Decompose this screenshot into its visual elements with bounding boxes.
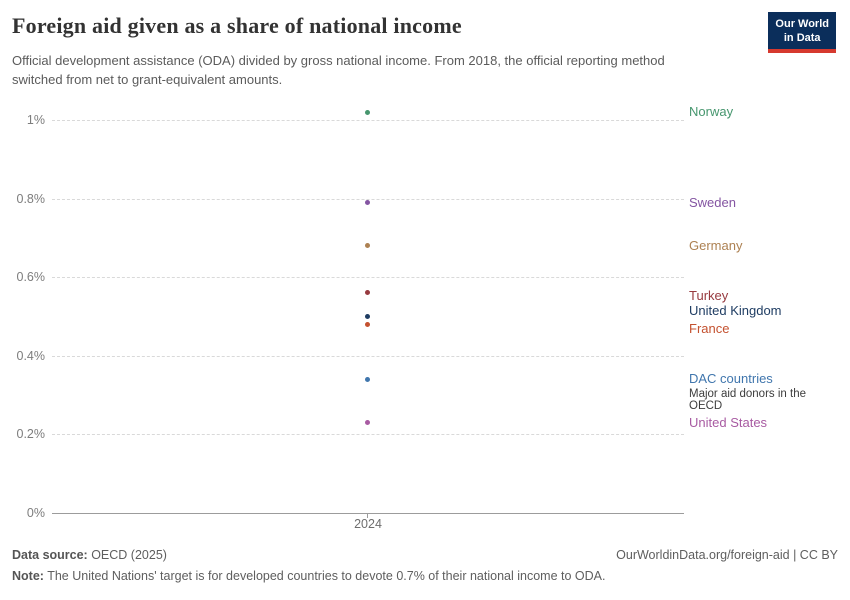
x-axis-tick-label: 2024: [354, 517, 382, 531]
gridline-0-: [52, 513, 684, 514]
y-axis-tick-label: 0.4%: [16, 348, 46, 363]
x-axis-tick: [367, 513, 368, 518]
data-point-germany[interactable]: [365, 243, 370, 249]
entity-name: Norway: [689, 104, 734, 120]
owid-logo-line1: Our World: [775, 18, 829, 30]
y-axis-tick-label: 0.2%: [16, 427, 46, 442]
note-label: Note:: [12, 569, 44, 583]
entity-name: France: [689, 321, 730, 337]
gridline-0-4-: [52, 355, 684, 357]
entity-label-united-states[interactable]: United States: [689, 415, 767, 431]
data-point-france[interactable]: [365, 321, 370, 327]
gridline-0-2-: [52, 434, 684, 436]
owid-logo-line2: in Data: [783, 32, 821, 45]
page-title: Foreign aid given as a share of national…: [12, 13, 462, 38]
entity-label-sweden[interactable]: Sweden: [689, 195, 736, 211]
data-point-turkey[interactable]: [365, 290, 370, 296]
entity-label-germany[interactable]: Germany: [689, 238, 742, 254]
entity-sublabel: Major aid donors in the OECD: [689, 388, 806, 413]
entity-name: United States: [689, 414, 768, 430]
y-axis-tick-label: 0.8%: [16, 191, 46, 206]
data-point-sweden[interactable]: [365, 200, 370, 206]
entity-label-united-kingdom[interactable]: United Kingdom: [689, 303, 782, 319]
y-axis-tick-label: 0.6%: [16, 270, 46, 285]
entity-name: Sweden: [689, 194, 736, 210]
entity-label-france[interactable]: France: [689, 321, 729, 337]
chart-subtitle: Official development assistance (ODA) di…: [12, 53, 665, 87]
footer: Data source: OECD (2025) OurWorldinData.…: [12, 548, 838, 562]
data-source-value: OECD (2025): [87, 548, 167, 562]
data-source: Data source: OECD (2025): [12, 548, 167, 562]
data-point-dac-countries[interactable]: [365, 376, 370, 382]
data-point-united-kingdom[interactable]: [365, 314, 370, 319]
entity-label-turkey[interactable]: Turkey: [689, 288, 728, 304]
owid-logo[interactable]: Our World in Data: [768, 12, 836, 53]
entity-label-dac-countries[interactable]: DAC countries Major aid donors in the OEC…: [689, 371, 817, 412]
entity-name: Turkey: [689, 287, 729, 303]
y-axis-tick-label: 0%: [26, 506, 45, 520]
note-value: The United Nations' target is for develo…: [43, 569, 606, 583]
entity-name: United Kingdom: [689, 302, 782, 318]
y-axis-tick-label: 1%: [26, 113, 45, 127]
data-point-united-states[interactable]: [365, 420, 370, 426]
entity-name: Germany: [689, 237, 743, 253]
gridline-0-8-: [52, 198, 684, 200]
data-point-norway[interactable]: [365, 109, 370, 115]
credit-link[interactable]: OurWorldinData.org/foreign-aid | CC BY: [616, 548, 838, 562]
footnote: Note: The United Nations' target is for …: [12, 569, 838, 583]
entity-label-norway[interactable]: Norway: [689, 104, 733, 120]
data-source-label: Data source:: [12, 548, 88, 562]
entity-name: DAC countries: [689, 371, 773, 387]
gridline-0-6-: [52, 277, 684, 279]
gridline-1-: [52, 120, 684, 121]
